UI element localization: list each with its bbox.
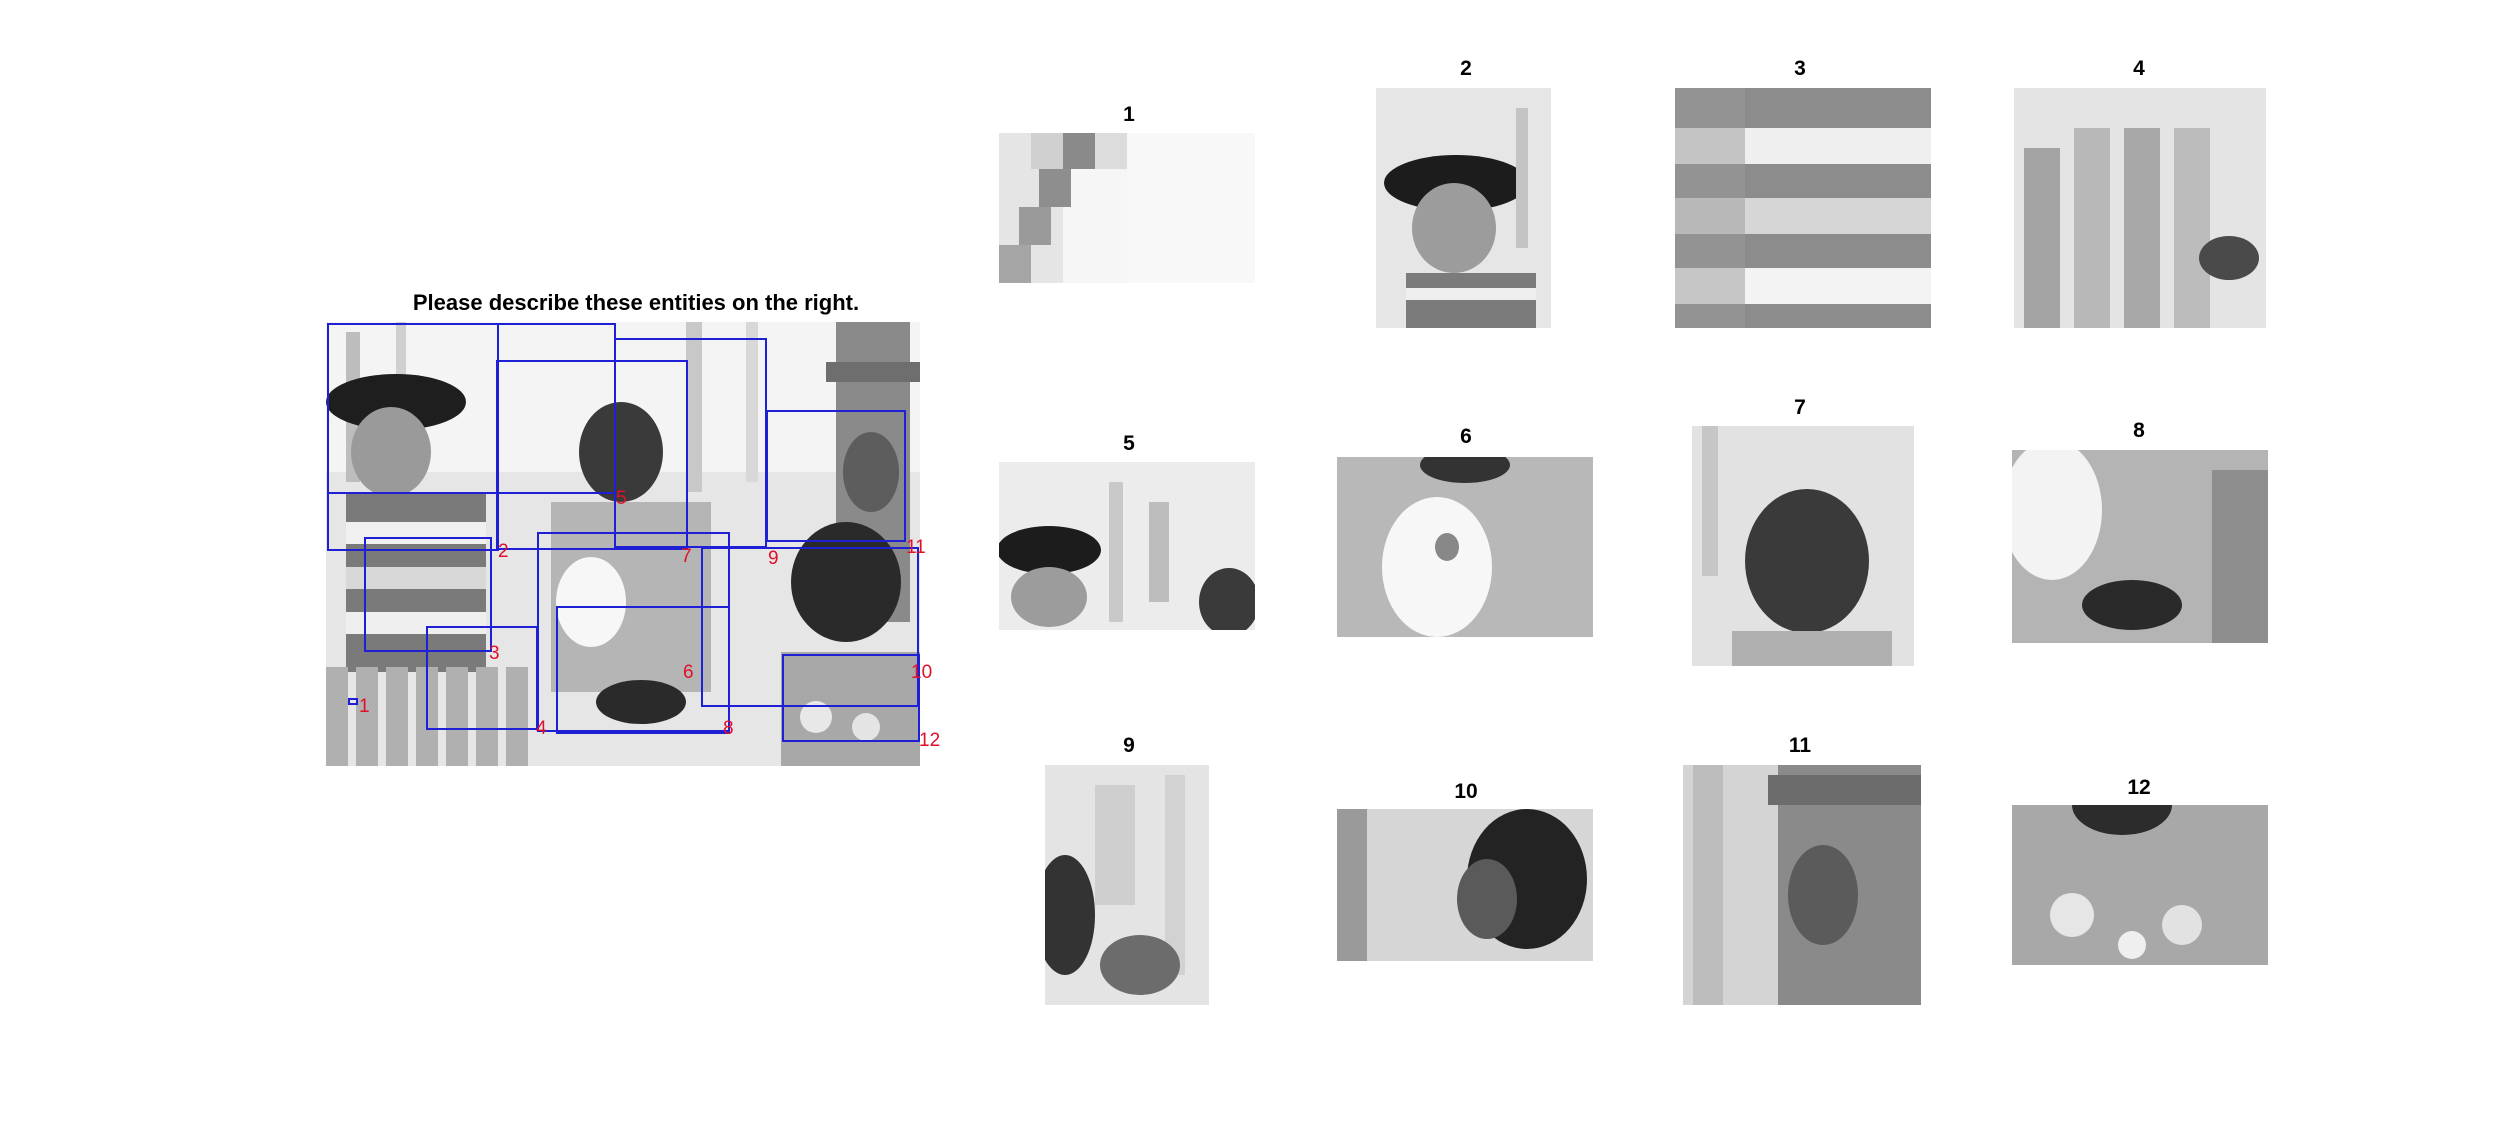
- region-box-9: [614, 338, 767, 548]
- region-label-9: 9: [768, 548, 779, 569]
- crop-2-figure: [1376, 88, 1551, 328]
- region-label-11: 11: [906, 537, 926, 558]
- region-box-4: [426, 626, 538, 730]
- region-label-6: 6: [683, 662, 694, 683]
- panel-title-10: 10: [1454, 780, 1478, 803]
- crop-10-girl: [1337, 809, 1593, 961]
- region-box-10: [701, 547, 919, 707]
- panel-title-3: 3: [1794, 57, 1806, 80]
- crop-3-stripes: [1675, 88, 1931, 328]
- panel-title-4: 4: [2133, 57, 2145, 80]
- region-label-7: 7: [681, 546, 692, 567]
- crop-image-9: [1045, 765, 1209, 1005]
- crop-7-face: [1692, 426, 1914, 666]
- region-box-1: [348, 698, 358, 705]
- crop-8-shirt: [2012, 450, 2268, 643]
- crop-5-crowd: [999, 462, 1255, 630]
- crop-image-10: [1337, 809, 1593, 961]
- panel-title-6: 6: [1460, 425, 1472, 448]
- panel-title-1: 1: [1123, 103, 1135, 126]
- crop-image-8: [2012, 450, 2268, 643]
- crop-11-lamppost: [1683, 765, 1921, 1005]
- crop-image-2: [1376, 88, 1551, 328]
- crop-image-3: [1675, 88, 1931, 328]
- crop-image-4: [2014, 88, 2266, 328]
- region-box-8: [537, 532, 730, 732]
- region-label-4: 4: [536, 718, 547, 739]
- region-label-8: 8: [723, 718, 734, 739]
- crop-image-5: [999, 462, 1255, 630]
- panel-title-11: 11: [1788, 734, 1812, 757]
- crop-4-bench: [2014, 88, 2266, 328]
- region-box-7: [496, 360, 688, 550]
- crop-image-11: [1683, 765, 1921, 1005]
- region-label-12: 12: [919, 730, 941, 751]
- crop-9-crowd: [1045, 765, 1209, 1005]
- crop-image-7: [1692, 426, 1914, 666]
- panel-title-9: 9: [1123, 734, 1135, 757]
- panel-title-5: 5: [1123, 432, 1135, 455]
- crop-image-12: [2012, 805, 2268, 965]
- region-label-1: 1: [359, 696, 370, 717]
- prompt-title: Please describe these entities on the ri…: [412, 290, 860, 315]
- panel-title-12: 12: [2127, 776, 2151, 799]
- panel-title-7: 7: [1794, 396, 1806, 419]
- region-box-3: [364, 537, 492, 652]
- region-box-12: [782, 654, 920, 742]
- region-label-2: 2: [498, 541, 509, 562]
- panel-title-2: 2: [1460, 57, 1472, 80]
- crop-image-1: [999, 133, 1255, 283]
- region-label-5: 5: [616, 488, 627, 509]
- crop-6-shirt: [1337, 457, 1593, 637]
- annotated-photo: [326, 322, 920, 766]
- region-label-10: 10: [911, 662, 933, 683]
- scene-illustration: [326, 322, 920, 766]
- panel-title-8: 8: [2133, 419, 2145, 442]
- region-label-3: 3: [489, 643, 500, 664]
- crop-image-6: [1337, 457, 1593, 637]
- region-box-11: [766, 410, 906, 542]
- crop-1-pixels: [999, 133, 1255, 283]
- crop-12-shirt: [2012, 805, 2268, 965]
